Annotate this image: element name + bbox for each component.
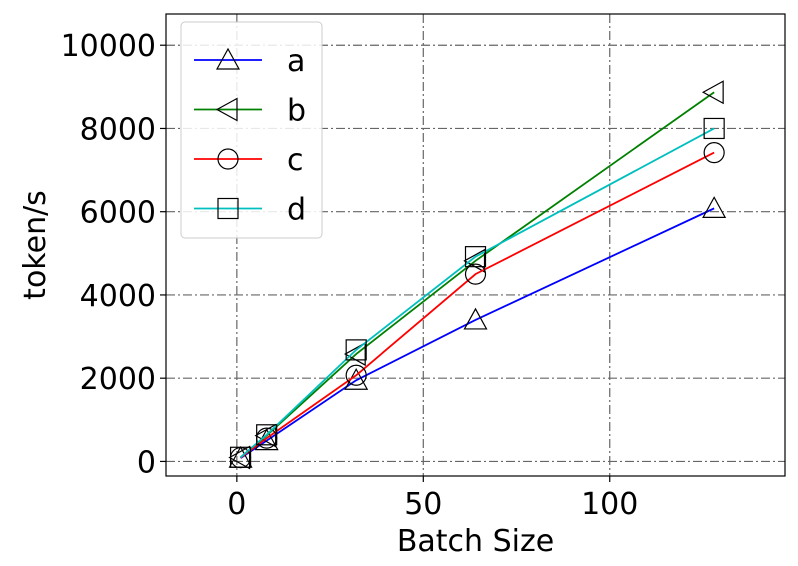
series-d — [229, 117, 725, 468]
legend-label: a — [287, 44, 305, 79]
y-tick-label: 4000 — [80, 279, 156, 314]
legend-box — [180, 21, 323, 239]
data-point-d — [256, 424, 278, 446]
data-point-b — [254, 423, 277, 448]
x-tick-label: 50 — [404, 487, 442, 522]
x-tick-label: 100 — [581, 487, 638, 522]
legend-marker — [217, 197, 239, 220]
y-tick-label: 8000 — [80, 112, 156, 147]
data-point-b — [228, 445, 251, 470]
legend-marker — [215, 47, 241, 70]
y-tick-label: 10000 — [61, 29, 156, 64]
data-point-a — [463, 307, 488, 330]
data-point-c — [345, 364, 367, 386]
y-tick-label: 6000 — [80, 196, 156, 231]
series-line-d — [239, 127, 715, 458]
y-tick-label: 0 — [137, 445, 156, 480]
x-tick-label: 0 — [227, 487, 246, 522]
data-point-a — [702, 196, 727, 218]
legend-marker — [217, 148, 239, 170]
plot-frame — [165, 13, 786, 477]
data-point-c — [703, 142, 725, 164]
legend-marker — [215, 97, 238, 122]
legend-item-d: d — [194, 193, 306, 228]
data-point-d — [345, 339, 367, 361]
legend-label: b — [287, 94, 306, 129]
legend-label: d — [287, 193, 306, 228]
ticks: 0 50 100 0 2000 4000 6000 8000 10000 — [61, 29, 639, 522]
legend-item-a: a — [194, 44, 305, 79]
data-point-d — [229, 446, 252, 468]
data-point-d — [703, 117, 725, 140]
legend-item-c: c — [194, 143, 304, 178]
data-point-c — [464, 263, 487, 285]
legend-label: c — [287, 143, 304, 178]
legend-item-b: b — [194, 94, 306, 129]
x-axis-label: Batch Size — [397, 524, 554, 559]
series-layer — [228, 80, 727, 470]
data-point-d — [464, 246, 487, 268]
y-axis-label: token/s — [18, 190, 53, 300]
data-point-b — [701, 80, 724, 105]
series-line-a — [240, 207, 715, 459]
y-tick-label: 2000 — [80, 362, 156, 397]
